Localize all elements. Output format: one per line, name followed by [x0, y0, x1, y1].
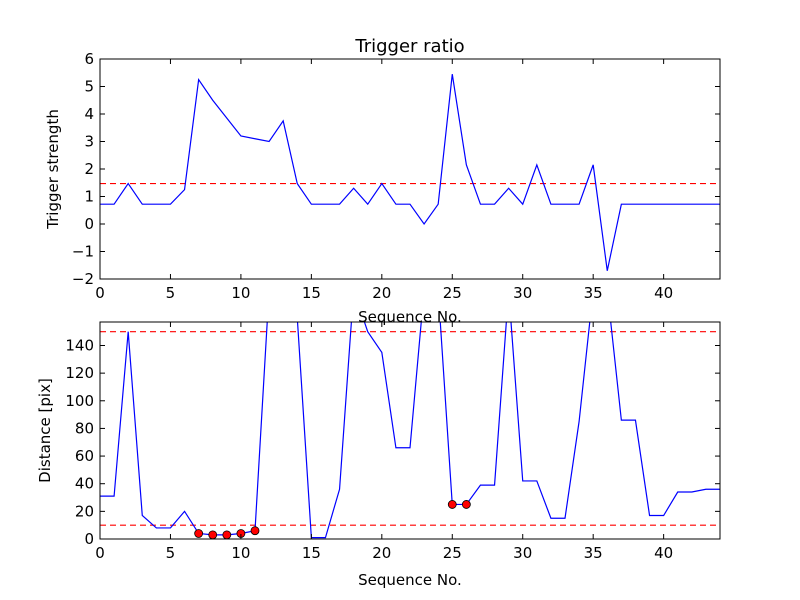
- data-point-marker: [461, 500, 471, 509]
- chart-title: Trigger ratio: [354, 36, 464, 57]
- x-tick-label: 20: [372, 284, 391, 302]
- data-point-marker: [250, 526, 260, 536]
- y-tick-label: 20: [75, 502, 94, 520]
- y-tick-label: 0: [84, 530, 94, 548]
- series-line-0: [100, 322, 720, 539]
- y-tick-label: −2: [72, 270, 94, 288]
- data-point-marker: [208, 530, 218, 539]
- y-tick-label: 0: [84, 215, 94, 233]
- x-tick-label: 40: [654, 284, 673, 302]
- x-tick-label: 35: [584, 284, 603, 302]
- data-point-marker: [222, 530, 232, 539]
- y-axis-label: Distance [pix]: [36, 378, 54, 483]
- y-tick-label: 5: [84, 78, 94, 96]
- y-tick-label: 120: [65, 364, 94, 382]
- axes-frame: [99, 58, 721, 280]
- y-tick-label: 40: [75, 475, 94, 493]
- y-tick-label: 60: [75, 447, 94, 465]
- y-tick-label: −1: [72, 243, 94, 261]
- x-tick-label: 30: [513, 544, 532, 562]
- data-point-marker: [447, 500, 457, 509]
- y-tick-label: 3: [84, 133, 94, 151]
- y-tick-label: 140: [65, 336, 94, 354]
- y-tick-label: 80: [75, 419, 94, 437]
- y-tick-label: 2: [84, 160, 94, 178]
- x-tick-label: 5: [166, 544, 176, 562]
- x-tick-label: 20: [372, 544, 391, 562]
- x-tick-label: 40: [654, 544, 673, 562]
- x-tick-label: 10: [231, 544, 250, 562]
- plot-area: [100, 322, 720, 539]
- plot-area: [100, 74, 720, 271]
- x-tick-label: 5: [166, 284, 176, 302]
- x-tick-label: 25: [443, 284, 462, 302]
- x-axis-label: Sequence No.: [358, 308, 462, 326]
- y-tick-label: 1: [84, 188, 94, 206]
- y-tick-label: 100: [65, 392, 94, 410]
- data-point-marker: [194, 529, 204, 538]
- x-axis-label: Sequence No.: [358, 571, 462, 589]
- x-tick-label: 10: [231, 284, 250, 302]
- series-line-0: [100, 74, 720, 271]
- x-tick-label: 0: [95, 544, 105, 562]
- y-axis-label: Trigger strength: [44, 109, 62, 230]
- x-tick-label: 35: [584, 544, 603, 562]
- x-tick-label: 15: [302, 284, 321, 302]
- top-chart-trigger-strength: 0 5 10 15 20 25 30 35 40 −2 −1 0 1 2 3 4 5 6 Trigger ratio…: [44, 36, 721, 326]
- bottom-chart-distance: 0 5 10 15 20 25 30 35 40 0 20 40 60 80 100 120 140 Sequen…: [36, 321, 721, 589]
- y-tick-label: 4: [84, 105, 94, 123]
- x-tick-label: 0: [95, 284, 105, 302]
- x-tick-label: 15: [302, 544, 321, 562]
- axes-frame: [99, 321, 721, 540]
- x-tick-label: 25: [443, 544, 462, 562]
- y-tick-label: 6: [84, 50, 94, 68]
- x-tick-label: 30: [513, 284, 532, 302]
